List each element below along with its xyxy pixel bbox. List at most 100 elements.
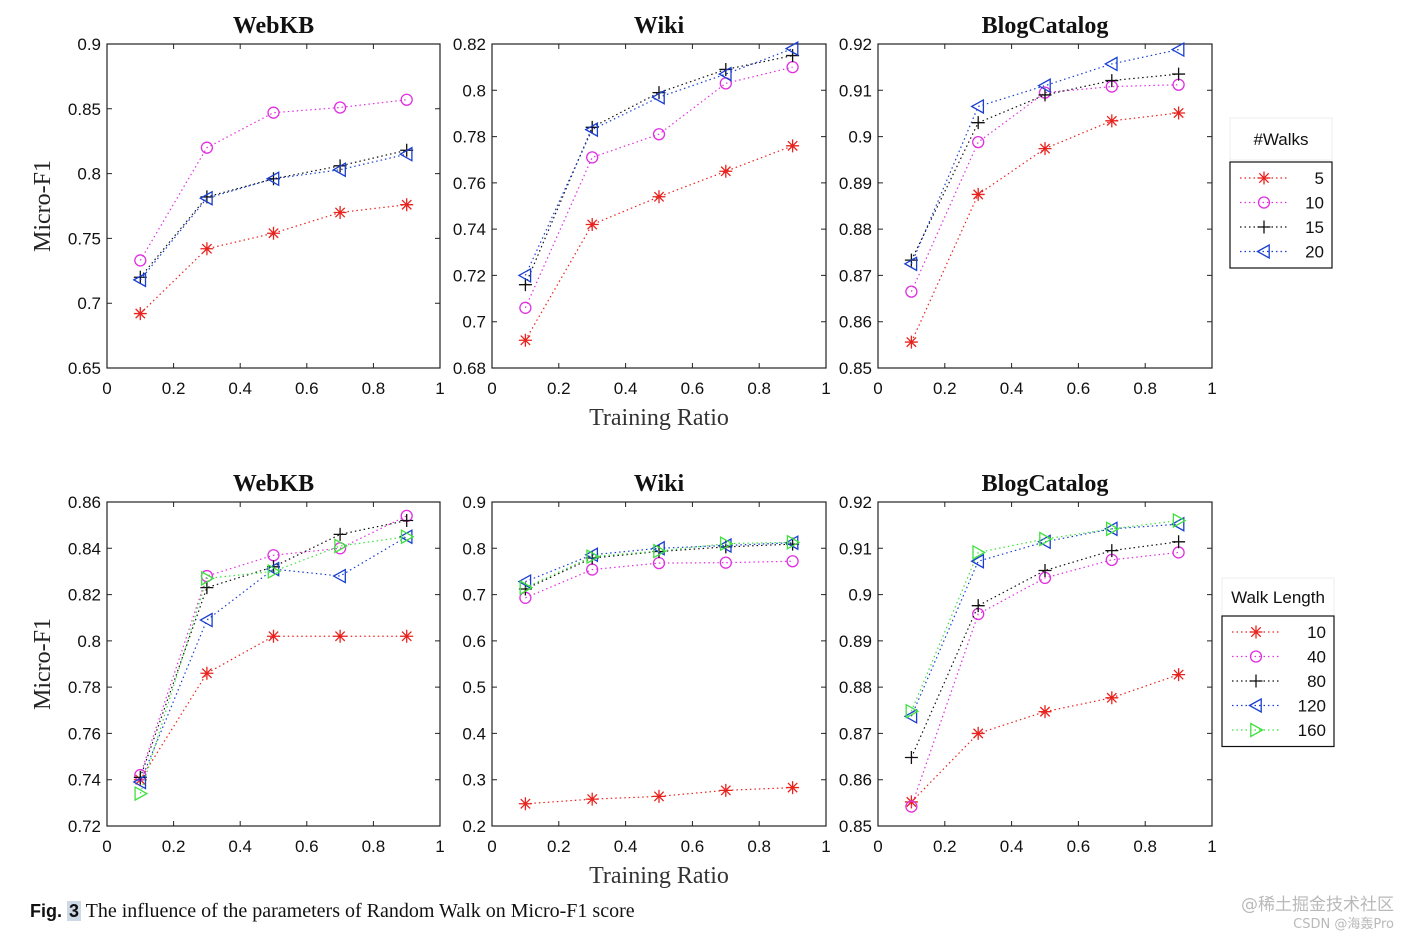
chart-panel-1: WebKB 0 0.2 0.4 0.6 0.8 1 0.65 0.7 0.75 0.8 0.85 0.9… xyxy=(30,13,445,398)
series-5 xyxy=(133,198,414,321)
data-point xyxy=(585,792,599,806)
x-tick-label: 0.8 xyxy=(362,379,386,398)
data-point xyxy=(332,568,346,584)
data-point xyxy=(400,93,413,106)
x-tick-label: 0 xyxy=(102,379,111,398)
data-point xyxy=(970,98,985,115)
series-line xyxy=(139,204,407,314)
x-tick-label: 0.8 xyxy=(362,837,386,856)
data-point xyxy=(133,270,147,284)
y-tick-label: 0.8 xyxy=(462,81,486,100)
data-point xyxy=(971,726,985,740)
legend-marker xyxy=(1249,674,1263,688)
y-tick-label: 0.88 xyxy=(839,678,872,697)
data-point xyxy=(717,66,732,82)
data-point xyxy=(786,49,800,63)
data-point xyxy=(719,783,733,797)
data-point xyxy=(584,547,599,563)
y-tick-label: 0.78 xyxy=(453,128,486,147)
legend-label: 10 xyxy=(1307,623,1326,642)
y-tick-label: 0.5 xyxy=(462,678,486,697)
x-tick-label: 0.2 xyxy=(162,379,186,398)
data-point xyxy=(333,527,347,541)
y-tick-label: 0.7 xyxy=(462,313,486,332)
series-10 xyxy=(134,93,413,267)
chart-panel-6: BlogCatalog 0 0.2 0.4 0.6 0.8 1 0.85 0.86 0.87 0.8… xyxy=(839,471,1217,856)
x-tick-label: 0.6 xyxy=(1067,379,1091,398)
y-tick-label: 0.8 xyxy=(77,165,101,184)
legend-marker xyxy=(1250,722,1264,738)
series-80 xyxy=(133,514,414,784)
axes-frame xyxy=(106,501,441,827)
y-tick-label: 0.9 xyxy=(77,35,101,54)
x-tick-label: 0.2 xyxy=(933,837,957,856)
y-tick-label: 0.7 xyxy=(462,586,486,605)
data-point xyxy=(786,139,800,153)
y-tick-label: 0.86 xyxy=(839,771,872,790)
y-tick-label: 0.74 xyxy=(68,771,101,790)
y-tick-label: 0.7 xyxy=(77,294,101,313)
series-15 xyxy=(518,49,800,292)
legend-label: 40 xyxy=(1307,648,1326,667)
data-point xyxy=(518,278,532,292)
y-tick-label: 0.8 xyxy=(462,539,486,558)
data-point xyxy=(1039,531,1053,547)
data-point xyxy=(719,62,733,76)
data-point xyxy=(400,514,414,528)
y-tick-label: 0.92 xyxy=(839,493,872,512)
series-160 xyxy=(134,529,415,802)
data-point xyxy=(971,187,985,201)
series-40 xyxy=(905,546,1185,813)
x-tick-label: 0.4 xyxy=(614,837,638,856)
x-tick-label: 0.2 xyxy=(162,837,186,856)
data-point xyxy=(905,703,920,719)
legend-marker xyxy=(1249,625,1263,639)
data-point xyxy=(132,774,147,790)
legend-label: 15 xyxy=(1305,218,1324,237)
y-tick-label: 0.75 xyxy=(68,229,101,248)
y-tick-label: 0.91 xyxy=(839,81,872,100)
data-point xyxy=(267,106,280,119)
data-point xyxy=(904,335,918,349)
data-point xyxy=(970,553,985,569)
data-point xyxy=(972,135,985,149)
y-tick-label: 0.85 xyxy=(839,359,872,378)
legend-marker xyxy=(1248,697,1262,714)
data-point xyxy=(199,612,213,628)
data-point xyxy=(398,146,413,162)
y-tick-label: 0.86 xyxy=(839,313,872,332)
data-point xyxy=(586,549,601,565)
y-tick-label: 0.9 xyxy=(848,128,872,147)
x-tick-label: 0 xyxy=(487,379,496,398)
data-point xyxy=(201,570,215,586)
chart-title: BlogCatalog xyxy=(982,471,1109,497)
series-line xyxy=(525,560,793,599)
y-tick-label: 0.88 xyxy=(839,220,872,239)
data-point xyxy=(905,800,918,813)
y-tick-label: 0.82 xyxy=(68,586,101,605)
data-point xyxy=(719,536,734,552)
series-line xyxy=(910,48,1179,265)
axes-frame xyxy=(877,43,1213,369)
series-line xyxy=(525,541,793,589)
data-point xyxy=(1105,74,1119,88)
y-tick-label: 0.85 xyxy=(68,100,101,119)
data-point xyxy=(971,599,985,613)
data-point xyxy=(200,666,214,680)
data-point xyxy=(719,164,733,178)
legend-label: 120 xyxy=(1298,697,1326,716)
data-point xyxy=(586,151,599,164)
series-40 xyxy=(134,509,413,782)
y-tick-label: 0.87 xyxy=(839,724,872,743)
data-point xyxy=(652,190,666,204)
x-tick-label: 0.8 xyxy=(1133,837,1157,856)
series-5 xyxy=(518,139,800,347)
y-tick-label: 0.65 xyxy=(68,359,101,378)
chart-title: BlogCatalog xyxy=(982,13,1109,39)
data-point xyxy=(134,254,147,267)
y-tick-label: 0.91 xyxy=(839,539,872,558)
watermark-line-2: CSDN @海轰Pro xyxy=(1293,917,1394,932)
x-tick-label: 0.2 xyxy=(933,379,957,398)
data-point xyxy=(400,198,414,212)
data-point xyxy=(652,128,666,141)
